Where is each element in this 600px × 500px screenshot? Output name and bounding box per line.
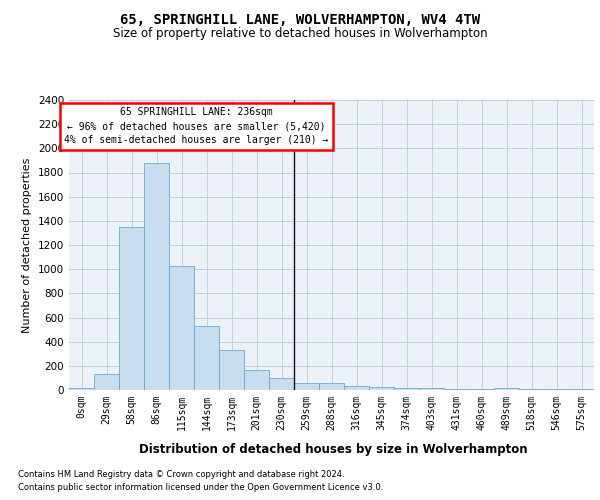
Bar [444,389,469,390]
Bar [219,350,244,390]
Y-axis label: Number of detached properties: Number of detached properties [22,158,32,332]
Bar [369,387,394,390]
Bar [294,383,319,390]
Bar [94,374,119,390]
Bar [244,370,269,390]
Text: Distribution of detached houses by size in Wolverhampton: Distribution of detached houses by size … [139,442,527,456]
Bar [119,227,144,390]
Text: 65 SPRINGHILL LANE: 236sqm
← 96% of detached houses are smaller (5,420)
4% of se: 65 SPRINGHILL LANE: 236sqm ← 96% of deta… [64,108,329,146]
Bar [319,384,344,390]
Bar [269,378,294,390]
Text: Size of property relative to detached houses in Wolverhampton: Size of property relative to detached ho… [113,28,487,40]
Text: 65, SPRINGHILL LANE, WOLVERHAMPTON, WV4 4TW: 65, SPRINGHILL LANE, WOLVERHAMPTON, WV4 … [120,12,480,26]
Bar [194,326,219,390]
Bar [144,163,169,390]
Bar [419,388,444,390]
Bar [344,386,369,390]
Bar [494,388,519,390]
Bar [69,388,94,390]
Text: Contains public sector information licensed under the Open Government Licence v3: Contains public sector information licen… [18,483,383,492]
Text: Contains HM Land Registry data © Crown copyright and database right 2024.: Contains HM Land Registry data © Crown c… [18,470,344,479]
Bar [394,388,419,390]
Bar [169,266,194,390]
